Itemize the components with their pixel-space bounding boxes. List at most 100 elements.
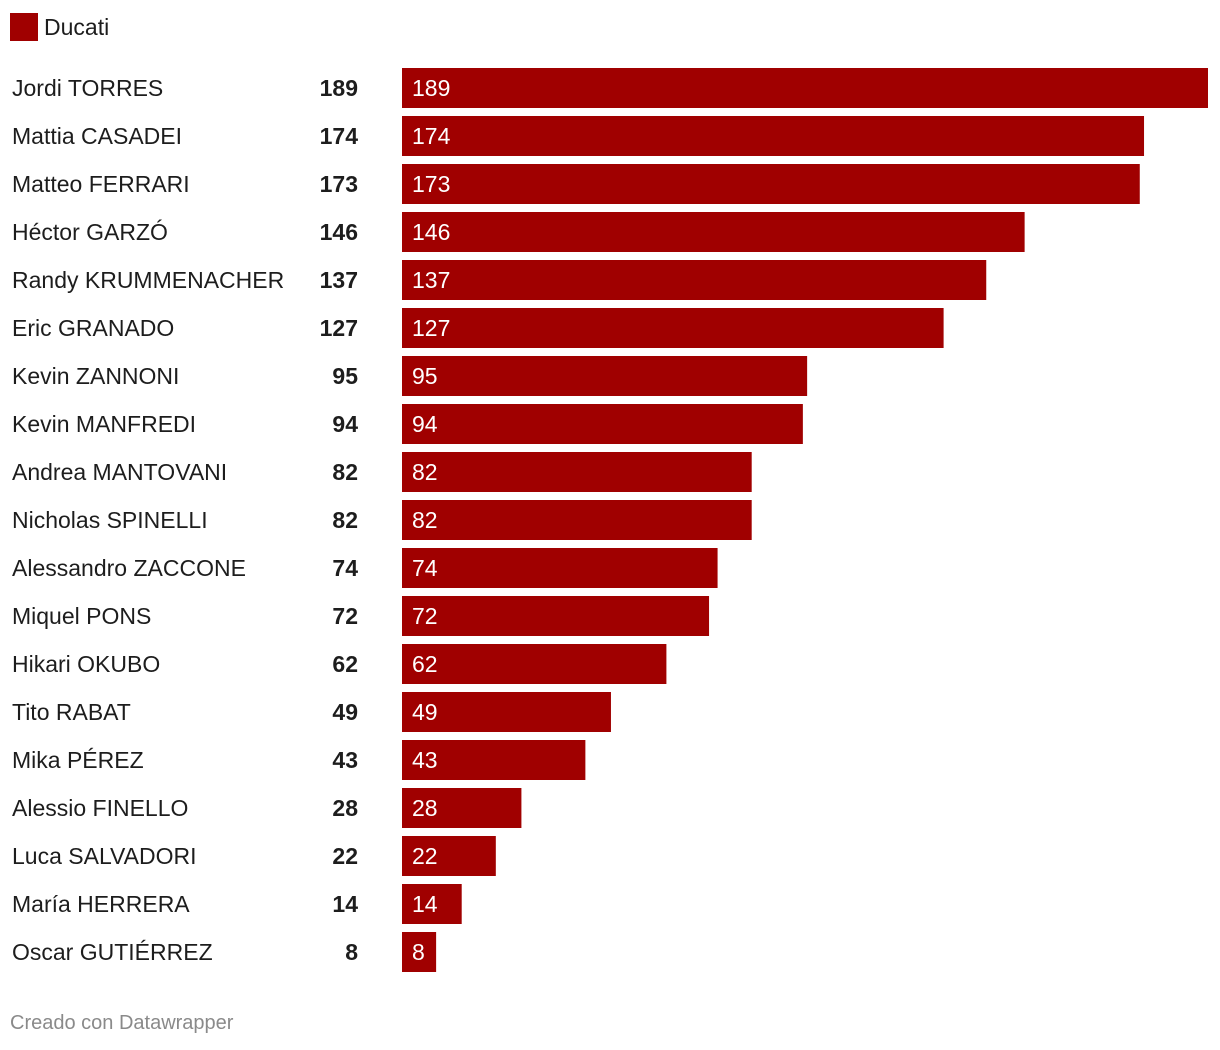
bar-row: Andrea MANTOVANI 82 82 (12, 452, 752, 492)
value-label: 189 (320, 75, 358, 101)
bar (402, 740, 586, 780)
bar-data-label: 137 (412, 267, 450, 293)
value-label: 74 (332, 555, 358, 581)
category-label: Tito RABAT (12, 699, 131, 725)
bar (402, 788, 522, 828)
bar (402, 500, 752, 540)
bar (402, 212, 1025, 252)
bar-data-label: 74 (412, 555, 438, 581)
bar (402, 308, 944, 348)
value-label: 137 (320, 267, 358, 293)
bar-data-label: 43 (412, 747, 438, 773)
legend: Ducati (10, 12, 109, 42)
bar-row: Luca SALVADORI 22 22 (12, 836, 496, 876)
category-label: Alessandro ZACCONE (12, 555, 246, 581)
bar-row: Mattia CASADEI 174 174 (12, 116, 1145, 156)
bar-row: Nicholas SPINELLI 82 82 (12, 500, 752, 540)
bar-row: Kevin ZANNONI 95 95 (12, 356, 808, 396)
category-label: Kevin MANFREDI (12, 411, 196, 437)
category-label: Jordi TORRES (12, 75, 163, 101)
bar-row: Kevin MANFREDI 94 94 (12, 404, 803, 444)
category-label: Hikari OKUBO (12, 651, 160, 677)
bar-row: Alessandro ZACCONE 74 74 (12, 548, 718, 588)
bar-row: Héctor GARZÓ 146 146 (12, 212, 1025, 252)
bar-data-label: 82 (412, 507, 438, 533)
value-label: 127 (320, 315, 358, 341)
bar-row: Miquel PONS 72 72 (12, 596, 710, 636)
category-label: Mattia CASADEI (12, 123, 182, 149)
bar-data-label: 14 (412, 891, 438, 917)
bar (402, 644, 667, 684)
bar-data-label: 49 (412, 699, 438, 725)
bar-data-label: 72 (412, 603, 438, 629)
category-label: Kevin ZANNONI (12, 363, 179, 389)
bar (402, 596, 710, 636)
category-label: Andrea MANTOVANI (12, 459, 227, 485)
category-label: Oscar GUTIÉRREZ (12, 939, 213, 965)
value-label: 95 (332, 363, 358, 389)
bar-row: Jordi TORRES 189 189 (12, 68, 1208, 108)
category-label: Eric GRANADO (12, 315, 174, 341)
category-label: María HERRERA (12, 891, 190, 917)
legend-swatch (10, 13, 38, 41)
value-label: 72 (332, 603, 358, 629)
bar (402, 356, 808, 396)
bar-data-label: 22 (412, 843, 438, 869)
value-label: 94 (332, 411, 358, 437)
bar-row: Mika PÉREZ 43 43 (12, 740, 586, 780)
bar (402, 404, 803, 444)
bar-data-label: 8 (412, 939, 425, 965)
bar (402, 884, 462, 924)
bar-row: Tito RABAT 49 49 (12, 692, 611, 732)
value-label: 28 (332, 795, 358, 821)
bar (402, 116, 1145, 156)
category-label: Matteo FERRARI (12, 171, 190, 197)
value-label: 82 (332, 459, 358, 485)
category-label: Alessio FINELLO (12, 795, 188, 821)
bar-data-label: 173 (412, 171, 450, 197)
value-label: 174 (320, 123, 359, 149)
bar (402, 260, 987, 300)
bar-data-label: 62 (412, 651, 438, 677)
value-label: 43 (332, 747, 358, 773)
bar-row: Alessio FINELLO 28 28 (12, 788, 522, 828)
bar-row: Hikari OKUBO 62 62 (12, 644, 667, 684)
bar-data-label: 95 (412, 363, 438, 389)
category-label: Héctor GARZÓ (12, 219, 168, 245)
bar-data-label: 28 (412, 795, 438, 821)
value-label: 173 (320, 171, 358, 197)
category-label: Luca SALVADORI (12, 843, 197, 869)
bar (402, 692, 611, 732)
bar (402, 836, 496, 876)
bar (402, 548, 718, 588)
bar-row: Eric GRANADO 127 127 (12, 308, 944, 348)
bar-row: María HERRERA 14 14 (12, 884, 462, 924)
bar-row: Oscar GUTIÉRREZ 8 8 (12, 932, 437, 972)
bar-data-label: 127 (412, 315, 450, 341)
category-label: Mika PÉREZ (12, 747, 144, 773)
value-label: 8 (345, 939, 358, 965)
value-label: 62 (332, 651, 358, 677)
bar (402, 452, 752, 492)
legend-label: Ducati (44, 13, 110, 40)
footer-credit: Creado con Datawrapper (10, 1012, 234, 1034)
bar-data-label: 146 (412, 219, 450, 245)
value-label: 49 (332, 699, 358, 725)
bar-data-label: 94 (412, 411, 438, 437)
value-label: 146 (320, 219, 358, 245)
category-label: Nicholas SPINELLI (12, 507, 208, 533)
bar (402, 68, 1208, 108)
value-label: 22 (332, 843, 358, 869)
bar-row: Randy KRUMMENACHER 137 137 (12, 260, 987, 300)
category-label: Miquel PONS (12, 603, 151, 629)
value-label: 14 (332, 891, 358, 917)
value-label: 82 (332, 507, 358, 533)
category-label: Randy KRUMMENACHER (12, 267, 284, 293)
bar-data-label: 174 (412, 123, 451, 149)
bar-row: Matteo FERRARI 173 173 (12, 164, 1140, 204)
bar (402, 932, 437, 972)
bar (402, 164, 1140, 204)
bar-data-label: 82 (412, 459, 438, 485)
bar-data-label: 189 (412, 75, 450, 101)
